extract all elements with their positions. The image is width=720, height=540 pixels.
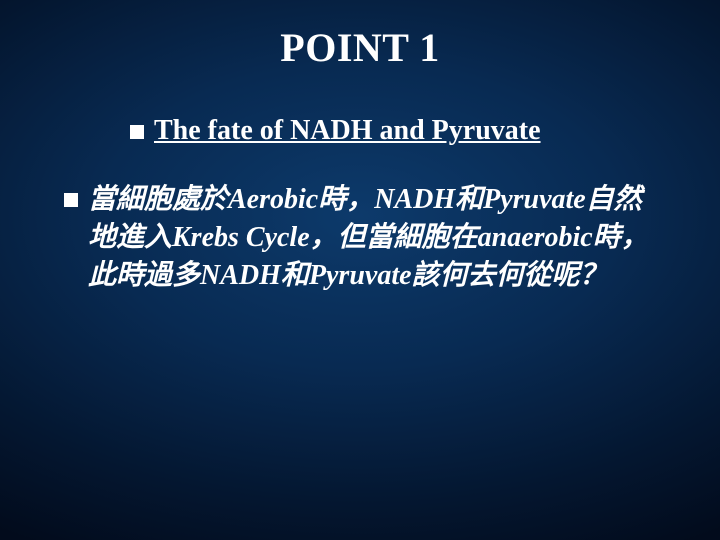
square-bullet-icon: [64, 193, 78, 207]
slide: POINT 1 The fate of NADH and Pyruvate 當細…: [0, 0, 720, 540]
subtitle-row: The fate of NADH and Pyruvate: [130, 115, 720, 147]
body-row: 當細胞處於Aerobic時，NADH和Pyruvate自然地進入Krebs Cy…: [64, 181, 664, 294]
slide-body-text: 當細胞處於Aerobic時，NADH和Pyruvate自然地進入Krebs Cy…: [88, 181, 664, 294]
square-bullet-icon: [130, 125, 144, 139]
slide-subtitle: The fate of NADH and Pyruvate: [154, 115, 541, 147]
slide-title: POINT 1: [0, 0, 720, 71]
